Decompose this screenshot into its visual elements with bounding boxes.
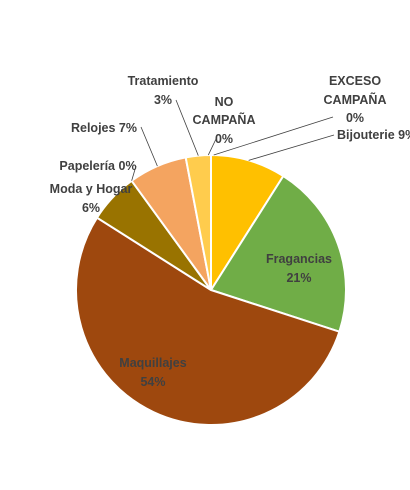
pct-no-campana: 0% [215, 132, 233, 146]
slice-tratamiento [184, 153, 212, 291]
slice-maquillajes [75, 216, 341, 426]
leader-line-relojes [140, 126, 158, 167]
label-fragancias: Fragancias [266, 252, 332, 266]
slice-fragancias [209, 174, 347, 333]
leader-line-exceso-campa-a [213, 116, 334, 156]
label-no-campana-line1: NO [215, 95, 234, 109]
label-papeleria: Papelería 0% [59, 159, 136, 173]
label-no-campana-line2: CAMPAÑA [193, 112, 256, 127]
label-exceso-campana-line1: EXCESO [329, 74, 381, 88]
pie-slices [75, 153, 347, 426]
label-relojes: Relojes 7% [71, 121, 137, 135]
leader-line-tratamiento [175, 99, 199, 156]
pct-moda-hogar: 6% [82, 201, 100, 215]
pct-maquillajes: 54% [140, 375, 165, 389]
label-moda-hogar: Moda y Hogar [50, 182, 133, 196]
label-maquillajes: Maquillajes [119, 356, 186, 370]
pct-exceso-campana: 0% [346, 111, 364, 125]
pct-fragancias: 21% [286, 271, 311, 285]
leader-line-bijouterie [248, 134, 335, 161]
label-bijouterie: Bijouterie 9% [337, 128, 410, 142]
pct-tratamiento: 3% [154, 93, 172, 107]
label-exceso-campana-line2: CAMPAÑA [324, 92, 387, 107]
leader-line-no-campa-a [207, 138, 217, 156]
leader-line-papeler-a [131, 165, 137, 181]
leader-lines [131, 99, 335, 181]
label-tratamiento: Tratamiento [128, 74, 199, 88]
